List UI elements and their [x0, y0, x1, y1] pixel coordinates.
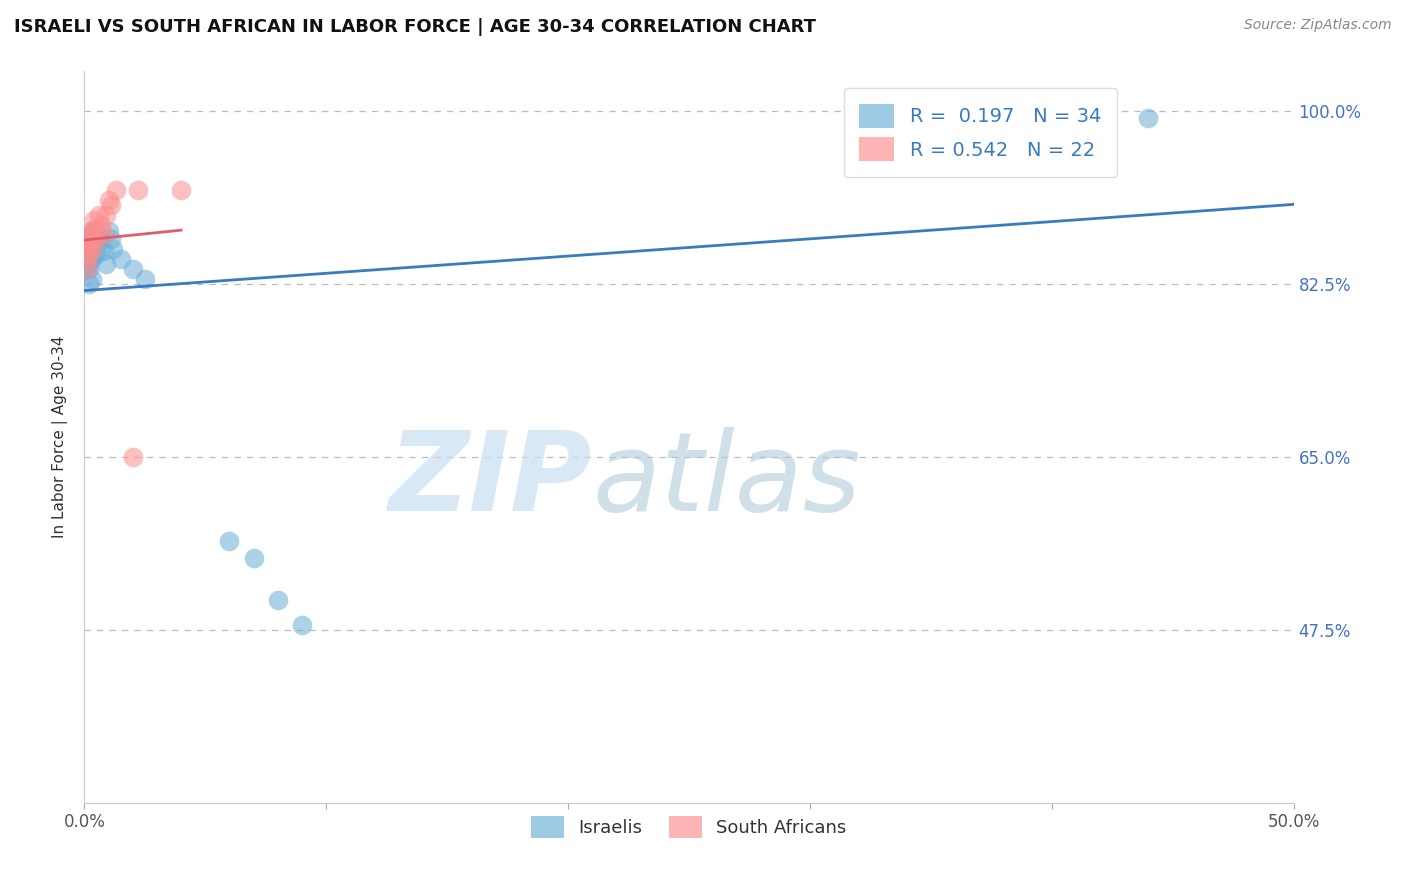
Point — [93, 227, 115, 242]
Point — [170, 183, 193, 197]
Point — [76, 252, 98, 267]
Text: ISRAELI VS SOUTH AFRICAN IN LABOR FORCE | AGE 30-34 CORRELATION CHART: ISRAELI VS SOUTH AFRICAN IN LABOR FORCE … — [14, 18, 815, 36]
Point — [86, 232, 108, 246]
Point — [104, 183, 127, 197]
Text: ZIP: ZIP — [388, 427, 592, 534]
Point — [87, 235, 110, 249]
Point — [80, 222, 103, 236]
Point — [100, 232, 122, 246]
Point — [93, 244, 115, 259]
Legend: Israelis, South Africans: Israelis, South Africans — [524, 808, 853, 845]
Point — [86, 232, 108, 246]
Point — [83, 222, 105, 236]
Point — [77, 242, 100, 256]
Point — [121, 262, 143, 277]
Point — [77, 262, 100, 277]
Point — [77, 277, 100, 291]
Point — [242, 550, 264, 565]
Point — [83, 247, 105, 261]
Point — [80, 242, 103, 256]
Point — [80, 227, 103, 242]
Point — [218, 533, 240, 548]
Point — [267, 593, 290, 607]
Point — [80, 237, 103, 252]
Point — [90, 230, 112, 244]
Point — [80, 232, 103, 246]
Point — [134, 272, 156, 286]
Point — [80, 272, 103, 286]
Point — [77, 252, 100, 267]
Point — [83, 232, 105, 246]
Point — [77, 237, 100, 252]
Point — [1137, 111, 1160, 125]
Point — [90, 218, 112, 232]
Point — [77, 232, 100, 246]
Text: Source: ZipAtlas.com: Source: ZipAtlas.com — [1244, 18, 1392, 32]
Text: atlas: atlas — [592, 427, 860, 534]
Point — [1088, 106, 1111, 120]
Point — [94, 257, 117, 271]
Point — [77, 247, 100, 261]
Point — [80, 252, 103, 267]
Y-axis label: In Labor Force | Age 30-34: In Labor Force | Age 30-34 — [52, 335, 69, 539]
Point — [97, 225, 120, 239]
Point — [127, 183, 149, 197]
Point — [121, 450, 143, 464]
Point — [87, 208, 110, 222]
Point — [77, 227, 100, 242]
Point — [76, 247, 98, 261]
Point — [100, 198, 122, 212]
Point — [103, 242, 125, 256]
Point — [94, 208, 117, 222]
Point — [86, 247, 108, 261]
Point — [76, 262, 98, 277]
Point — [83, 212, 105, 227]
Point — [97, 193, 120, 207]
Point — [291, 618, 314, 632]
Point — [83, 222, 105, 236]
Point — [80, 244, 103, 259]
Point — [76, 242, 98, 256]
Point — [76, 257, 98, 271]
Point — [76, 262, 98, 277]
Point — [110, 252, 132, 267]
